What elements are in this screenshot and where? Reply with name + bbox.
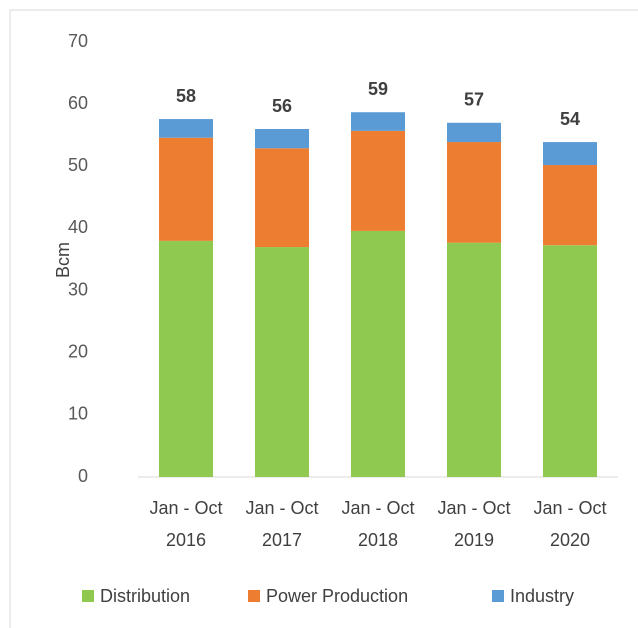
bar-segment: [447, 242, 501, 477]
bar-segment: [543, 245, 597, 477]
x-tick-label: Jan - Oct 2020: [533, 498, 607, 550]
bar-segment: [255, 148, 309, 248]
y-tick-label: 40: [68, 217, 88, 237]
bar-segment: [159, 137, 213, 241]
bar-segment: [543, 142, 597, 166]
legend-label: Industry: [510, 586, 574, 606]
x-tick-label: Jan - Oct 2018: [341, 498, 415, 550]
legend-label: Power Production: [266, 586, 408, 606]
y-tick-label: 50: [68, 155, 88, 175]
bar-segment: [255, 129, 309, 149]
y-axis-title: Bcm: [53, 242, 73, 278]
bar-segment: [255, 247, 309, 477]
total-label: 58: [176, 86, 196, 106]
bar-segment: [351, 230, 405, 477]
total-label: 56: [272, 96, 292, 116]
x-tick-label: Jan - Oct 2019: [437, 498, 511, 550]
legend-swatch: [492, 590, 504, 602]
bar-segment: [351, 112, 405, 131]
total-label: 54: [560, 109, 580, 129]
legend-label: Distribution: [100, 586, 190, 606]
x-tick-label: Jan - Oct 2016: [149, 498, 223, 550]
bar-segment: [159, 119, 213, 138]
y-tick-label: 20: [68, 341, 88, 361]
total-label: 59: [368, 79, 388, 99]
bar-segment: [543, 165, 597, 246]
y-tick-label: 70: [68, 31, 88, 51]
legend-swatch: [248, 590, 260, 602]
y-tick-label: 10: [68, 404, 88, 424]
y-tick-label: 0: [78, 466, 88, 486]
x-tick-label: Jan - Oct 2017: [245, 498, 319, 550]
bar-segment: [447, 142, 501, 243]
bar-segment: [447, 122, 501, 143]
total-label: 57: [464, 90, 484, 110]
y-tick-label: 30: [68, 279, 88, 299]
bar-segment: [351, 130, 405, 231]
bar-segment: [159, 240, 213, 477]
chart-frame: [9, 9, 638, 628]
y-tick-label: 60: [68, 93, 88, 113]
legend-swatch: [82, 590, 94, 602]
